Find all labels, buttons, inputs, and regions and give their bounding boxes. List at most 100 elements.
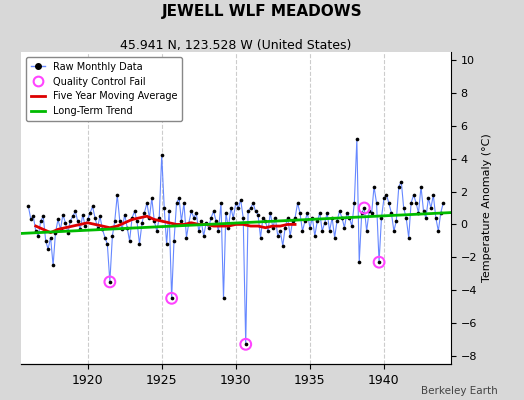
Point [375,259,383,265]
Point [377,215,386,221]
Point [432,215,440,221]
Point [321,220,329,226]
Point [49,262,57,269]
Point [152,228,161,234]
Point [363,228,371,234]
Point [41,238,50,244]
Point [232,200,240,206]
Point [187,208,195,214]
Point [123,224,132,231]
Point [79,211,87,218]
Point [274,233,282,239]
Point [242,341,250,348]
Point [135,241,144,247]
Point [91,215,99,221]
Point [207,215,215,221]
Point [197,218,205,224]
Point [99,226,107,232]
Point [31,228,40,234]
Point [158,152,166,159]
Point [202,220,210,226]
Point [291,215,299,221]
Point [54,216,62,223]
Point [177,218,185,224]
Point [217,200,225,206]
Point [61,220,70,226]
Point [227,205,235,211]
Point [106,279,114,285]
Point [51,230,60,236]
Point [399,205,408,211]
Point [118,226,126,232]
Point [242,341,250,348]
Point [383,192,391,198]
Point [402,215,410,221]
Point [279,242,287,249]
Point [212,218,220,224]
Point [315,210,324,216]
Legend: Raw Monthly Data, Quality Control Fail, Five Year Moving Average, Long-Term Tren: Raw Monthly Data, Quality Control Fail, … [26,57,182,121]
Point [168,295,176,302]
Point [256,234,265,241]
Point [39,213,47,220]
Point [370,184,378,190]
Point [397,178,406,185]
Point [229,215,237,221]
Point [367,210,376,216]
Point [266,210,275,216]
Point [419,208,428,214]
Point [64,230,72,236]
Point [76,226,84,232]
Point [269,224,277,231]
Point [234,205,243,211]
Point [56,226,64,232]
Point [24,203,32,210]
Point [422,215,430,221]
Point [71,208,80,214]
Point [236,196,245,203]
Point [66,218,74,224]
Point [224,224,233,231]
Point [407,200,416,206]
Point [37,218,45,224]
Point [373,200,381,206]
Point [121,211,129,218]
Point [239,215,247,221]
Point [47,234,55,241]
Point [333,218,341,224]
Point [355,259,364,265]
Point [360,205,368,211]
Point [375,259,383,265]
Point [288,218,297,224]
Point [138,220,146,226]
Point [143,200,151,206]
Point [281,224,289,231]
Point [405,234,413,241]
Point [286,233,294,239]
Point [103,241,112,247]
Point [168,295,176,302]
Point [160,205,168,211]
Point [59,211,67,218]
Point [180,200,188,206]
Point [261,218,270,224]
Point [192,210,201,216]
Point [412,200,420,206]
Point [130,208,139,214]
Point [210,208,218,214]
Point [73,218,82,224]
Point [249,200,257,206]
Point [305,224,314,231]
Point [395,184,403,190]
Point [276,228,285,234]
Point [165,208,173,214]
Point [29,213,37,220]
Point [86,210,94,216]
Point [244,208,252,214]
Point [347,223,356,229]
Point [220,295,228,302]
Point [387,210,396,216]
Point [162,241,171,247]
Point [350,200,358,206]
Point [264,228,272,234]
